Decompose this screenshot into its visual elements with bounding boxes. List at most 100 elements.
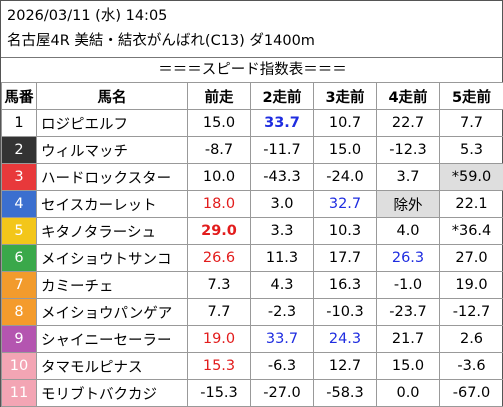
index-cell-scratched: 除外 xyxy=(376,190,440,218)
horse-number: 2 xyxy=(1,136,37,164)
index-cell: 22.1 xyxy=(439,190,503,218)
table-row: 5 キタノタラーシュ 29.0 3.3 10.3 4.0 *36.4 xyxy=(1,217,503,245)
index-cell: -12.7 xyxy=(439,298,503,326)
horse-number: 6 xyxy=(1,244,37,272)
table-row: 8 メイショウパンゲア 7.7 -2.3 -10.3 -23.7 -12.7 xyxy=(1,298,503,326)
index-cell: 3.0 xyxy=(250,190,314,218)
horse-number: 10 xyxy=(1,352,37,380)
index-cell-estimated: *59.0 xyxy=(439,163,503,191)
index-cell: 22.7 xyxy=(376,109,440,137)
index-cell: 2.6 xyxy=(439,325,503,353)
horse-name: カミーチェ xyxy=(36,271,188,299)
col-header-last: 前走 xyxy=(187,82,251,110)
col-header-4back: 4走前 xyxy=(376,82,440,110)
horse-number: 9 xyxy=(1,325,37,353)
index-cell: 19.0 xyxy=(187,325,251,353)
index-cell: -8.7 xyxy=(187,136,251,164)
index-cell: 3.7 xyxy=(376,163,440,191)
race-title: 名古屋4R 美結・結衣がんばれ(C13) ダ1400m xyxy=(7,33,315,49)
horse-name: タマモルピナス xyxy=(36,352,188,380)
horse-number: 1 xyxy=(1,109,37,137)
index-cell: 11.3 xyxy=(250,244,314,272)
table-row: 4 セイスカーレット 18.0 3.0 32.7 除外 22.1 xyxy=(1,190,503,218)
index-cell: 0.0 xyxy=(376,379,440,407)
race-datetime: 2026/03/11 (水) 14:05 xyxy=(7,8,168,24)
horse-number: 5 xyxy=(1,217,37,245)
table-row: 3 ハードロックスター 10.0 -43.3 -24.0 3.7 *59.0 xyxy=(1,163,503,191)
index-cell: 17.7 xyxy=(313,244,377,272)
index-cell: 3.3 xyxy=(250,217,314,245)
index-cell: 15.3 xyxy=(187,352,251,380)
index-cell: 16.3 xyxy=(313,271,377,299)
horse-number: 3 xyxy=(1,163,37,191)
divider xyxy=(1,57,503,58)
table-row: 1 ロジピエルフ 15.0 33.7 10.7 22.7 7.7 xyxy=(1,109,503,137)
index-cell: -58.3 xyxy=(313,379,377,407)
table-row: 10 タマモルピナス 15.3 -6.3 12.7 15.0 -3.6 xyxy=(1,352,503,380)
index-cell: 19.0 xyxy=(439,271,503,299)
index-cell: -12.3 xyxy=(376,136,440,164)
table-row: 9 シャイニーセーラー 19.0 33.7 24.3 21.7 2.6 xyxy=(1,325,503,353)
table-row: 6 メイショウトサンコ 26.6 11.3 17.7 26.3 27.0 xyxy=(1,244,503,272)
horse-name: シャイニーセーラー xyxy=(36,325,188,353)
speed-index-table: 馬番 馬名 前走 2走前 3走前 4走前 5走前 1 ロジピエルフ 15.0 3… xyxy=(1,82,503,407)
table-caption: ＝＝＝スピード指数表＝＝＝ xyxy=(158,62,347,78)
horse-name: ハードロックスター xyxy=(36,163,188,191)
index-cell: 10.7 xyxy=(313,109,377,137)
col-header-3back: 3走前 xyxy=(313,82,377,110)
index-cell: 26.6 xyxy=(187,244,251,272)
index-cell: 15.0 xyxy=(313,136,377,164)
index-cell: 29.0 xyxy=(187,217,251,245)
index-cell: -3.6 xyxy=(439,352,503,380)
col-header-number: 馬番 xyxy=(1,82,37,110)
horse-number: 11 xyxy=(1,379,37,407)
index-cell: 33.7 xyxy=(250,109,314,137)
horse-name: メイショウパンゲア xyxy=(36,298,188,326)
horse-number: 4 xyxy=(1,190,37,218)
index-cell: -27.0 xyxy=(250,379,314,407)
index-cell: 15.0 xyxy=(187,109,251,137)
index-cell: 7.7 xyxy=(439,109,503,137)
table-row: 7 カミーチェ 7.3 4.3 16.3 -1.0 19.0 xyxy=(1,271,503,299)
index-cell: 12.7 xyxy=(313,352,377,380)
index-cell: 15.0 xyxy=(376,352,440,380)
horse-number: 8 xyxy=(1,298,37,326)
horse-name: ロジピエルフ xyxy=(36,109,188,137)
index-cell: 33.7 xyxy=(250,325,314,353)
index-cell: 4.0 xyxy=(376,217,440,245)
col-header-2back: 2走前 xyxy=(250,82,314,110)
index-cell: -11.7 xyxy=(250,136,314,164)
index-cell: -2.3 xyxy=(250,298,314,326)
table-header-row: 馬番 馬名 前走 2走前 3走前 4走前 5走前 xyxy=(1,82,503,110)
horse-number: 7 xyxy=(1,271,37,299)
table-row: 2 ウィルマッチ -8.7 -11.7 15.0 -12.3 5.3 xyxy=(1,136,503,164)
horse-name: キタノタラーシュ xyxy=(36,217,188,245)
horse-name: ウィルマッチ xyxy=(36,136,188,164)
index-cell: 7.3 xyxy=(187,271,251,299)
index-cell: 21.7 xyxy=(376,325,440,353)
index-cell: -10.3 xyxy=(313,298,377,326)
index-cell: -43.3 xyxy=(250,163,314,191)
index-cell: -24.0 xyxy=(313,163,377,191)
table-row: 11 モリブトバクカジ -15.3 -27.0 -58.3 0.0 -67.0 xyxy=(1,379,503,407)
index-cell: *36.4 xyxy=(439,217,503,245)
index-cell: -6.3 xyxy=(250,352,314,380)
col-header-name: 馬名 xyxy=(36,82,188,110)
horse-name: セイスカーレット xyxy=(36,190,188,218)
index-cell: -1.0 xyxy=(376,271,440,299)
index-cell: 7.7 xyxy=(187,298,251,326)
index-cell: 24.3 xyxy=(313,325,377,353)
index-cell: 10.0 xyxy=(187,163,251,191)
index-cell: -15.3 xyxy=(187,379,251,407)
index-cell: -23.7 xyxy=(376,298,440,326)
index-cell: 10.3 xyxy=(313,217,377,245)
index-cell: 32.7 xyxy=(313,190,377,218)
index-cell: 26.3 xyxy=(376,244,440,272)
col-header-5back: 5走前 xyxy=(439,82,503,110)
index-cell: -67.0 xyxy=(439,379,503,407)
index-cell: 27.0 xyxy=(439,244,503,272)
index-cell: 5.3 xyxy=(439,136,503,164)
horse-name: モリブトバクカジ xyxy=(36,379,188,407)
horse-name: メイショウトサンコ xyxy=(36,244,188,272)
